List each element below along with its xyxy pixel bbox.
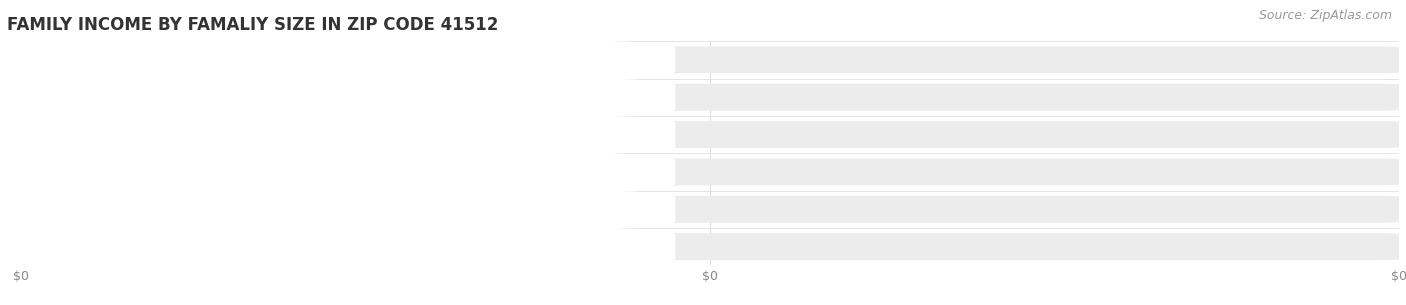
Text: $0: $0 xyxy=(256,204,271,214)
FancyBboxPatch shape xyxy=(238,123,290,146)
FancyBboxPatch shape xyxy=(21,46,1399,73)
FancyBboxPatch shape xyxy=(0,37,675,83)
Text: FAMILY INCOME BY FAMALIY SIZE IN ZIP CODE 41512: FAMILY INCOME BY FAMALIY SIZE IN ZIP COD… xyxy=(7,16,498,34)
Text: 4-Person Families: 4-Person Families xyxy=(59,130,159,140)
FancyBboxPatch shape xyxy=(238,85,290,109)
FancyBboxPatch shape xyxy=(21,233,1399,260)
Text: 5-Person Families: 5-Person Families xyxy=(59,167,159,177)
Text: 7+ Person Families: 7+ Person Families xyxy=(59,242,167,252)
FancyBboxPatch shape xyxy=(0,149,675,195)
Text: 6-Person Families: 6-Person Families xyxy=(59,204,159,214)
Text: $0: $0 xyxy=(256,242,271,252)
FancyBboxPatch shape xyxy=(21,197,290,221)
FancyBboxPatch shape xyxy=(0,186,494,232)
Text: 3-Person Families: 3-Person Families xyxy=(59,92,159,102)
Text: $0: $0 xyxy=(256,130,271,140)
FancyBboxPatch shape xyxy=(238,48,290,72)
FancyBboxPatch shape xyxy=(21,123,73,146)
FancyBboxPatch shape xyxy=(238,235,290,259)
FancyBboxPatch shape xyxy=(21,196,1399,223)
FancyBboxPatch shape xyxy=(238,160,290,184)
FancyBboxPatch shape xyxy=(21,48,73,72)
FancyBboxPatch shape xyxy=(0,149,494,195)
FancyBboxPatch shape xyxy=(21,84,1399,111)
FancyBboxPatch shape xyxy=(0,74,494,120)
Text: $0: $0 xyxy=(256,92,271,102)
FancyBboxPatch shape xyxy=(21,160,73,184)
FancyBboxPatch shape xyxy=(21,197,73,221)
FancyBboxPatch shape xyxy=(21,48,290,72)
FancyBboxPatch shape xyxy=(0,112,494,158)
FancyBboxPatch shape xyxy=(0,74,675,120)
FancyBboxPatch shape xyxy=(21,85,290,109)
FancyBboxPatch shape xyxy=(21,160,290,184)
FancyBboxPatch shape xyxy=(0,224,675,270)
FancyBboxPatch shape xyxy=(0,186,675,232)
FancyBboxPatch shape xyxy=(21,123,290,146)
FancyBboxPatch shape xyxy=(238,197,290,221)
Text: $0: $0 xyxy=(256,167,271,177)
Text: Source: ZipAtlas.com: Source: ZipAtlas.com xyxy=(1258,9,1392,22)
FancyBboxPatch shape xyxy=(21,159,1399,185)
FancyBboxPatch shape xyxy=(0,224,494,270)
FancyBboxPatch shape xyxy=(0,112,675,158)
FancyBboxPatch shape xyxy=(21,85,73,109)
Text: $0: $0 xyxy=(256,55,271,65)
FancyBboxPatch shape xyxy=(21,235,290,259)
FancyBboxPatch shape xyxy=(21,121,1399,148)
FancyBboxPatch shape xyxy=(21,235,73,259)
FancyBboxPatch shape xyxy=(0,37,494,83)
Text: 2-Person Families: 2-Person Families xyxy=(59,55,159,65)
